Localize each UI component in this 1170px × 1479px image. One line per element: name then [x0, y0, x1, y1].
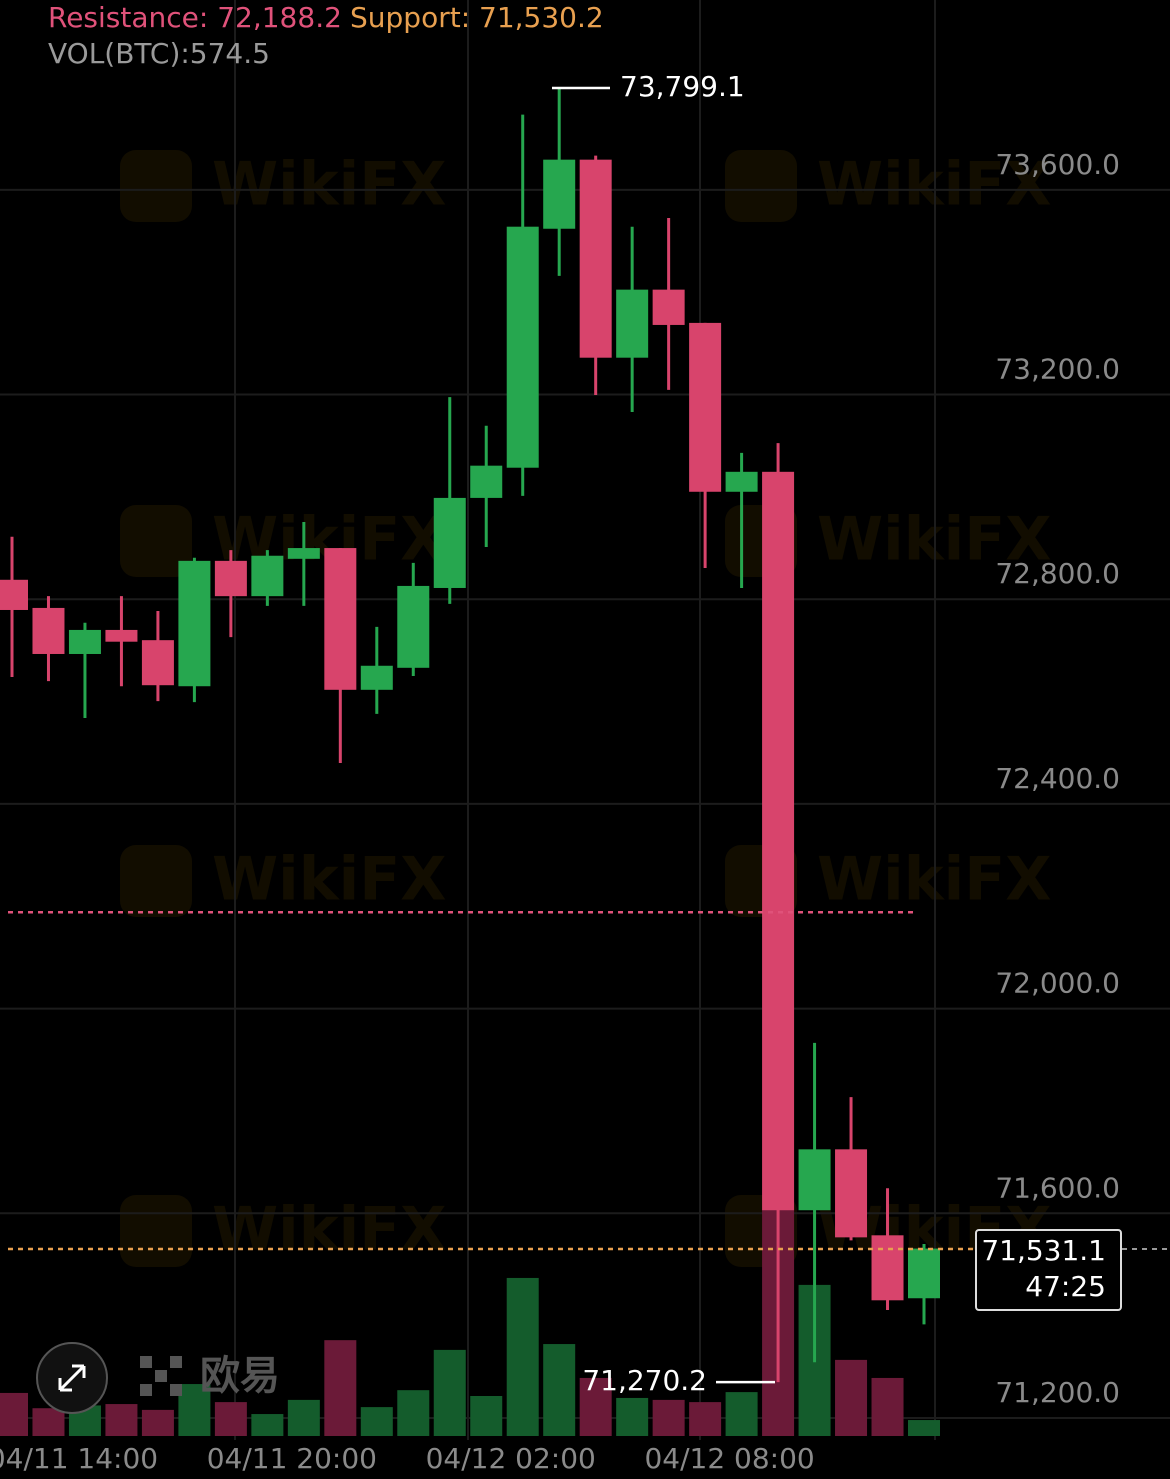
candle-body	[871, 1235, 904, 1301]
volume-bar	[178, 1384, 211, 1436]
candle-body	[506, 226, 539, 468]
candle-body	[141, 640, 174, 686]
volume-bar	[214, 1402, 247, 1436]
candle-body	[652, 289, 685, 325]
volume-bar	[835, 1359, 868, 1436]
brand-logo	[140, 1356, 182, 1396]
volume-bar	[141, 1409, 174, 1436]
candle-body	[798, 1149, 831, 1211]
y-tick-label: 71,600.0	[995, 1171, 1120, 1204]
volume-bar	[251, 1414, 284, 1436]
volume-bar	[579, 1377, 612, 1436]
candle-body	[689, 322, 722, 492]
x-tick-label: 04/11 14:00	[0, 1442, 158, 1475]
watermark-logo	[120, 150, 192, 222]
y-tick-label: 73,600.0	[995, 148, 1120, 181]
overlays: Resistance: 72,188.2 Support: 71,530.2 VOL…	[8, 1, 1170, 1397]
volume-bar	[32, 1408, 65, 1436]
resistance-label: Resistance: 72,188.2	[48, 1, 342, 34]
candle-body	[579, 159, 612, 358]
x-tick-label: 04/12 02:00	[426, 1442, 596, 1475]
candle-body	[762, 471, 795, 1211]
volume-bar	[0, 1392, 28, 1436]
y-tick-label: 72,800.0	[995, 557, 1120, 590]
candle-body	[324, 548, 357, 690]
watermark-logo	[120, 845, 192, 917]
candle-body	[616, 289, 649, 358]
price-box	[975, 1229, 1122, 1311]
candle-body	[397, 585, 430, 668]
volume-bar	[433, 1349, 466, 1436]
volume-bar	[360, 1407, 393, 1436]
y-tick-label: 72,400.0	[995, 762, 1120, 795]
volume-bar	[616, 1397, 649, 1436]
volume-bar	[397, 1390, 430, 1436]
candle-body	[360, 665, 393, 690]
last-price: 71,531.1	[981, 1234, 1106, 1267]
candle-body	[470, 465, 503, 498]
candle-body	[68, 629, 101, 654]
candle-body	[543, 159, 576, 229]
volume-bar	[543, 1344, 576, 1436]
y-tick-label: 72,000.0	[995, 967, 1120, 1000]
candle-body	[0, 579, 28, 610]
y-tick-label: 71,200.0	[995, 1376, 1120, 1409]
candle-body	[433, 497, 466, 588]
volume-bar	[324, 1340, 357, 1436]
candle-body	[725, 471, 758, 492]
candle-body	[32, 607, 65, 654]
watermark-logo	[725, 150, 797, 222]
brand: 欧易	[200, 1353, 280, 1399]
candle-body	[908, 1248, 940, 1299]
countdown: 47:25	[1025, 1270, 1106, 1303]
candle-body	[178, 560, 211, 687]
volume-bar	[652, 1399, 685, 1436]
y-tick-label: 73,200.0	[995, 353, 1120, 386]
expand-icon	[58, 1364, 86, 1392]
volume-bar	[689, 1402, 722, 1436]
volume-label: VOL(BTC):574.5	[48, 37, 270, 70]
watermark-logo	[120, 505, 192, 577]
watermark: WikiFX	[212, 845, 446, 915]
candle-body	[214, 560, 247, 597]
max-label: 73,799.1	[620, 70, 745, 103]
support-label: Support: 71,530.2	[350, 1, 604, 34]
candle-body	[835, 1149, 868, 1238]
x-tick-label: 04/11 20:00	[207, 1442, 377, 1475]
candles	[0, 87, 940, 1383]
watermark: WikiFX	[212, 1195, 446, 1265]
candle-body	[251, 555, 284, 597]
min-label: 71,270.2	[582, 1364, 707, 1397]
x-tick-label: 04/12 08:00	[644, 1442, 814, 1475]
candle-body	[105, 629, 138, 642]
watermark-logo	[120, 1195, 192, 1267]
candle-body	[287, 548, 320, 559]
volume-bar	[506, 1277, 539, 1436]
volume-bar	[105, 1404, 138, 1436]
volume-bar	[871, 1377, 904, 1436]
watermark: WikiFX	[212, 150, 446, 220]
volume-bar	[725, 1392, 758, 1436]
volume-bar	[287, 1399, 320, 1436]
volume-bar	[908, 1420, 940, 1436]
volume-bar	[470, 1396, 503, 1436]
